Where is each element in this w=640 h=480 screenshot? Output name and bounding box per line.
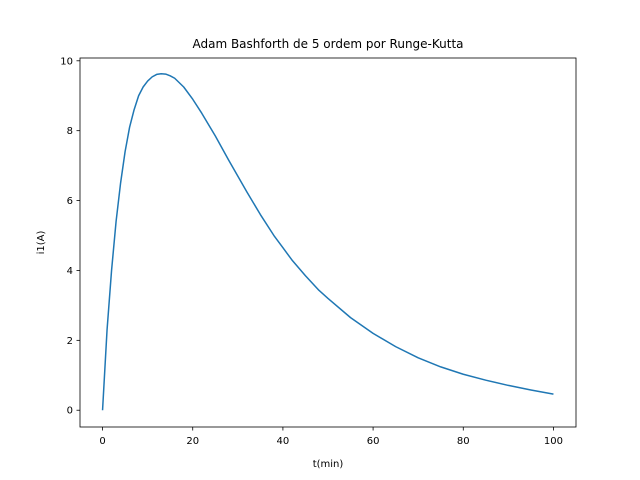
y-tick-label: 2 bbox=[67, 336, 73, 347]
x-tick-label: 80 bbox=[457, 436, 470, 447]
series-line-0 bbox=[101, 72, 554, 411]
y-tick-label: 6 bbox=[67, 196, 73, 207]
x-tick-label: 40 bbox=[277, 436, 290, 447]
x-tick-label: 20 bbox=[186, 436, 199, 447]
x-tick-label: 60 bbox=[367, 436, 380, 447]
y-axis-label: i1(A) bbox=[36, 231, 47, 255]
x-axis-label: t(min) bbox=[313, 459, 344, 470]
y-tick-label: 8 bbox=[67, 126, 73, 137]
x-tick-label: 100 bbox=[544, 436, 563, 447]
y-tick-label: 10 bbox=[60, 56, 73, 67]
y-tick-label: 4 bbox=[67, 266, 73, 277]
axes-frame bbox=[79, 57, 577, 428]
x-axis: 0 20 40 60 80 100 bbox=[99, 427, 563, 447]
chart-title: Adam Bashforth de 5 ordem por Runge-Kutt… bbox=[192, 37, 463, 51]
y-tick-label: 0 bbox=[67, 406, 73, 417]
y-axis: 0 2 4 6 8 10 bbox=[60, 56, 80, 417]
plot-area bbox=[101, 72, 554, 411]
x-tick-label: 0 bbox=[99, 436, 105, 447]
